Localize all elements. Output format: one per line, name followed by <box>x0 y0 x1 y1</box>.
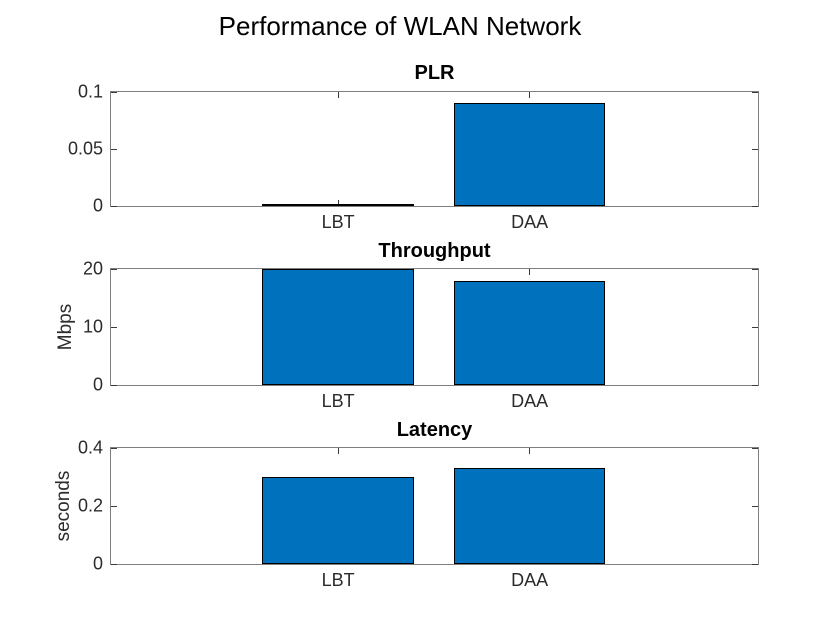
subplot-title-throughput: Throughput <box>378 240 491 262</box>
y-tick-label: 0 <box>92 374 103 395</box>
y-tick-right <box>752 205 758 207</box>
x-tick-label: LBT <box>321 570 355 590</box>
bar-daa <box>453 468 606 564</box>
figure-title: Performance of WLAN Network <box>218 11 582 41</box>
plot-area-throughput: 0 10 20 LBT DAA <box>83 259 759 411</box>
x-tick-label: LBT <box>321 391 355 411</box>
y-tick-left <box>111 148 117 150</box>
y-tick-label: 0 <box>92 553 103 574</box>
y-tick-left <box>111 384 117 386</box>
x-tick-top <box>529 269 531 275</box>
y-tick-left <box>111 447 117 449</box>
x-tick-bottom <box>337 200 339 206</box>
y-axis-label-mbps: Mbps <box>55 303 76 351</box>
y-tick-left <box>111 268 117 270</box>
y-tick-left <box>111 91 117 93</box>
y-tick-label: 0.1 <box>77 81 103 102</box>
y-tick-label: 0 <box>92 195 103 216</box>
y-tick-label: 0.2 <box>77 495 103 516</box>
bar-lbt <box>262 477 414 564</box>
bar-lbt <box>262 204 414 206</box>
y-tick-left <box>111 205 117 207</box>
subplot-title-plr: PLR <box>414 62 455 84</box>
x-tick-top <box>337 92 339 98</box>
y-tick-right <box>752 148 758 150</box>
x-tick-top <box>337 448 339 454</box>
y-tick-label: 20 <box>82 258 103 279</box>
x-tick-top <box>529 448 531 454</box>
bar-daa <box>453 103 606 206</box>
plot-area-plr: 0 0.05 0.1 LBT DAA <box>68 82 759 232</box>
y-tick-right <box>752 268 758 270</box>
y-tick-right <box>752 447 758 449</box>
y-tick-right <box>752 91 758 93</box>
y-tick-label: 10 <box>82 316 103 337</box>
bar-lbt <box>262 269 414 385</box>
y-tick-right <box>752 563 758 565</box>
x-tick-label: DAA <box>511 391 549 411</box>
y-tick-left <box>111 505 117 507</box>
x-tick-top <box>529 92 531 98</box>
y-tick-right <box>752 505 758 507</box>
x-tick-label: DAA <box>511 212 549 232</box>
subplot-title-latency: Latency <box>396 419 473 441</box>
x-tick-label: LBT <box>321 212 355 232</box>
y-tick-right <box>752 326 758 328</box>
y-axis-label-seconds: seconds <box>53 470 74 542</box>
bar-daa <box>453 280 606 385</box>
plot-area-latency: 0 0.2 0.4 LBT DAA <box>78 438 759 590</box>
x-tick-label: DAA <box>511 570 549 590</box>
y-tick-left <box>111 563 117 565</box>
y-tick-right <box>752 384 758 386</box>
y-tick-label: 0.4 <box>77 437 103 458</box>
y-tick-left <box>111 326 117 328</box>
y-tick-label: 0.05 <box>67 138 103 159</box>
